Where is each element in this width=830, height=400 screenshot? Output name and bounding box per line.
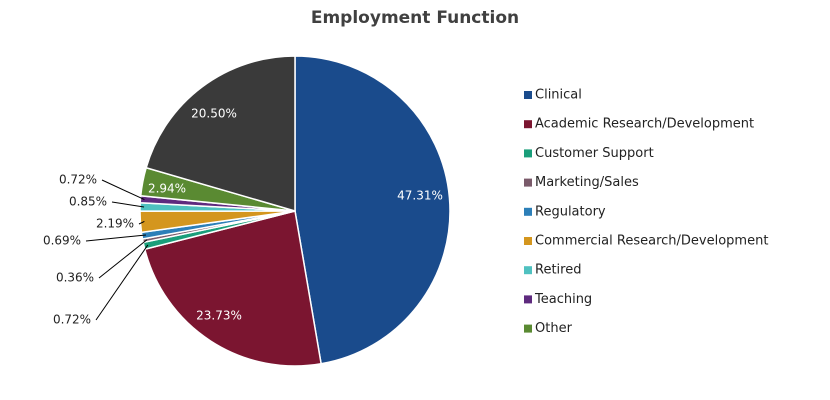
data-label: 2.19%	[96, 217, 134, 231]
leader-line	[85, 234, 146, 242]
leader-line	[98, 239, 148, 279]
legend-label: Marketing/Sales	[535, 175, 639, 190]
leader-line	[138, 220, 145, 225]
legend-swatch	[524, 149, 532, 158]
legend-swatch	[524, 266, 532, 275]
data-label: 2.94%	[148, 182, 186, 196]
legend-swatch	[524, 207, 532, 216]
chart-title: Employment Function	[311, 8, 519, 28]
data-label: 0.72%	[53, 313, 91, 327]
legend-label: Retired	[535, 263, 581, 278]
legend-swatch	[524, 324, 532, 333]
legend-swatch	[524, 237, 532, 245]
leader-line	[111, 201, 145, 208]
legend-label: Academic Research/Development	[535, 117, 754, 132]
legend-label: Regulatory	[535, 204, 606, 219]
legend-label: Other	[535, 321, 573, 336]
data-label: 0.85%	[69, 195, 107, 209]
legend-swatch	[524, 178, 532, 187]
data-label: 0.36%	[56, 271, 94, 285]
data-label: 0.69%	[43, 234, 81, 248]
pie-slice	[145, 55, 296, 212]
data-label: 20.50%	[191, 107, 237, 121]
pie-slice	[294, 55, 451, 365]
leader-line	[101, 179, 145, 201]
legend-swatch	[524, 120, 532, 129]
legend-label: Commercial Research/Development	[535, 234, 768, 249]
leader-line	[95, 244, 149, 321]
data-label: 23.73%	[196, 309, 242, 323]
legend-label: Customer Support	[535, 146, 654, 161]
legend-label: Teaching	[534, 292, 592, 307]
data-label: 47.31%	[397, 189, 443, 203]
legend-swatch	[524, 91, 532, 99]
legend-swatch	[524, 295, 532, 304]
pie-slice	[143, 210, 322, 367]
data-label: 0.72%	[59, 173, 97, 187]
legend-label: Clinical	[535, 88, 582, 103]
